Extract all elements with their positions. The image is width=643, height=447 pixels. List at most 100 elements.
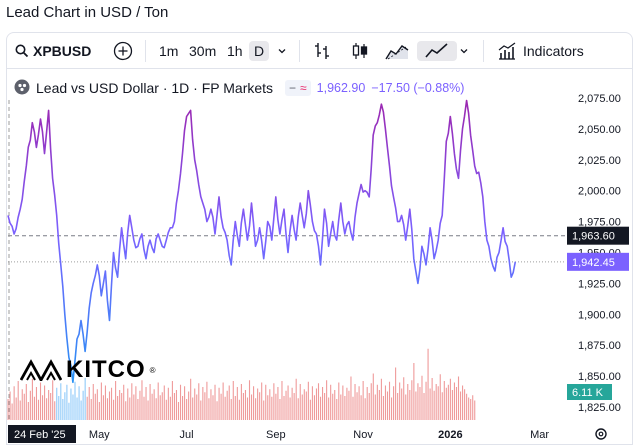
volume-bar <box>129 397 131 420</box>
volume-bar <box>216 401 218 420</box>
volume-bar <box>200 400 202 420</box>
kitco-mark-icon <box>20 359 62 381</box>
chart-type-dropdown-chevron-icon[interactable] <box>459 41 469 61</box>
volume-bar <box>220 393 222 420</box>
volume-bar <box>135 386 137 420</box>
volume-bar <box>13 386 15 420</box>
volume-bar <box>232 381 234 420</box>
volume-bar <box>431 378 433 420</box>
volume-bar <box>324 393 326 420</box>
volume-bar <box>106 398 109 420</box>
volume-bar <box>23 393 25 420</box>
volume-bar <box>184 386 186 420</box>
bars-chart-icon[interactable] <box>313 41 331 61</box>
volume-bar <box>358 386 360 420</box>
chart-legend: Lead vs USD Dollar · 1D · FP Markets − ≈ … <box>14 78 464 98</box>
volume-bar <box>48 390 50 420</box>
volume-bar <box>403 377 405 420</box>
volume-bar <box>147 400 149 420</box>
volume-bar <box>319 396 322 420</box>
candles-chart-icon[interactable] <box>351 41 369 61</box>
volume-bar <box>474 400 476 420</box>
volume-bar <box>255 398 257 420</box>
volume-bar <box>70 388 72 420</box>
volume-bar <box>169 396 171 420</box>
volume-bar <box>374 394 376 420</box>
volume-bar <box>301 394 303 420</box>
volume-bar <box>194 388 196 420</box>
volume-bar <box>271 396 273 420</box>
volume-bar <box>311 386 313 420</box>
settings-gear-icon[interactable] <box>595 428 607 440</box>
volume-tag <box>567 384 612 400</box>
volume-bar <box>433 390 435 420</box>
volume-bar <box>68 402 70 420</box>
volume-bar <box>74 381 76 420</box>
indicators-button[interactable]: Indicators <box>523 43 584 59</box>
legend-title: Lead vs USD Dollar · 1D · FP Markets <box>36 80 274 96</box>
volume-bar <box>250 394 253 420</box>
volume-bar <box>76 397 78 420</box>
volume-bar <box>443 381 445 420</box>
volume-bar <box>336 399 338 420</box>
volume-bar <box>100 382 102 420</box>
volume-bar <box>423 393 425 420</box>
volume-bar <box>285 390 287 420</box>
volume-bar <box>110 387 113 420</box>
volume-bar <box>198 383 200 420</box>
volume-bar <box>395 367 397 420</box>
volume-bar <box>445 387 447 420</box>
x-tick-label: 2026 <box>438 429 462 441</box>
volume-bar <box>419 387 421 420</box>
volume-bar <box>346 387 348 420</box>
interval-dropdown-chevron-icon[interactable] <box>277 41 287 61</box>
interval-d[interactable]: D <box>249 41 270 61</box>
volume-bar <box>388 381 391 420</box>
kitco-wordmark: KITCO <box>66 356 146 383</box>
interval-30m[interactable]: 30m <box>189 43 217 59</box>
page-title: Lead Chart in USD / Ton <box>6 4 169 21</box>
volume-bar <box>248 380 251 420</box>
volume-bar <box>141 380 143 420</box>
interval-1m[interactable]: 1m <box>159 43 179 59</box>
x-tick-label: Mar <box>530 429 549 441</box>
volume-bar <box>459 391 462 420</box>
volume-bar <box>269 389 271 420</box>
volume-bar <box>462 385 464 420</box>
volume-bar <box>246 397 249 420</box>
volume-bar <box>393 386 395 420</box>
y-tick-label: 1,875.00 <box>578 340 621 352</box>
volume-bar <box>25 384 27 420</box>
volume-bar <box>149 384 151 420</box>
volume-bar <box>182 396 184 420</box>
y-tick-label: 2,025.00 <box>578 155 621 167</box>
interval-1h[interactable]: 1h <box>227 43 243 59</box>
compare-add-icon[interactable] <box>113 41 133 61</box>
volume-bar <box>240 384 242 420</box>
symbol-search-input[interactable]: XPBUSD <box>33 43 92 59</box>
volume-bar <box>397 393 399 420</box>
volume-bar <box>175 390 178 420</box>
volume-bar <box>303 389 305 420</box>
volume-bar <box>417 383 419 420</box>
y-tick-label: 1,900.00 <box>578 309 621 321</box>
volume-bar <box>332 393 334 420</box>
volume-bar <box>64 392 66 420</box>
volume-bar <box>37 399 40 420</box>
area-chart-icon[interactable] <box>385 41 409 61</box>
volume-bar <box>372 373 374 420</box>
indicators-icon[interactable] <box>497 41 517 61</box>
volume-bar <box>244 390 247 420</box>
collapse-legend-icon[interactable] <box>14 79 30 98</box>
chart-area[interactable] <box>6 68 633 445</box>
y-tick-label: 2,050.00 <box>578 124 621 136</box>
volume-bar <box>468 397 470 420</box>
volume-bar <box>453 382 455 420</box>
volume-bar <box>98 402 100 420</box>
volume-bar <box>155 398 157 420</box>
search-icon[interactable] <box>15 41 29 61</box>
legend-toggle-icon[interactable]: − ≈ <box>285 80 311 96</box>
volume-bar <box>386 391 389 420</box>
line-chart-icon[interactable] <box>417 41 457 61</box>
volume-bar <box>177 402 180 420</box>
